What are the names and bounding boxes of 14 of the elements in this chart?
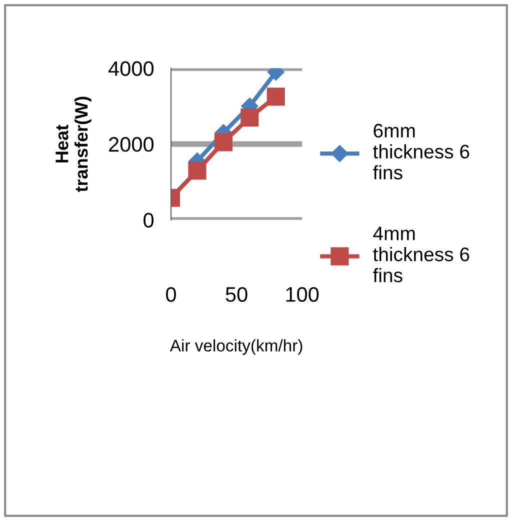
x-tick-label: 50 [226,287,248,302]
y-axis-title: Heat transfer(W) [56,96,92,192]
point [240,108,259,127]
legend-label: 6mm thickness 6 fins [373,124,470,180]
x-axis-title: Air velocity(km/hr) [170,339,302,355]
point [214,133,232,152]
point [188,162,206,180]
y-tick-label: 0 [144,212,154,228]
y-tick-label: 4000 [108,61,154,76]
y-tick-label: 2000 [109,137,154,152]
x-tick-label: 100 [286,287,319,302]
x-tick-label: 0 [166,287,176,302]
point [266,88,285,106]
legend-label: 4mm thickness 6 fins [373,226,470,282]
